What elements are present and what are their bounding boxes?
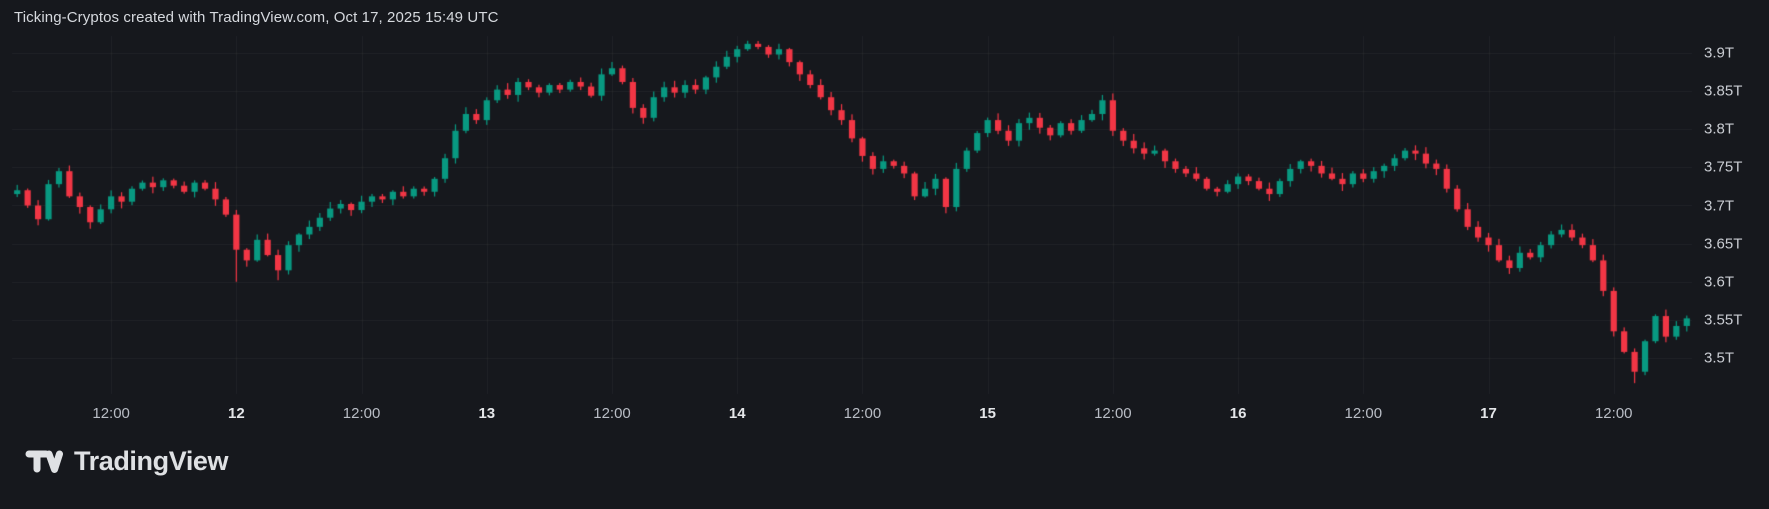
tradingview-logo[interactable]: TradingView	[25, 446, 229, 477]
tradingview-logo-icon	[25, 446, 63, 477]
tradingview-logo-text: TradingView	[74, 446, 229, 476]
